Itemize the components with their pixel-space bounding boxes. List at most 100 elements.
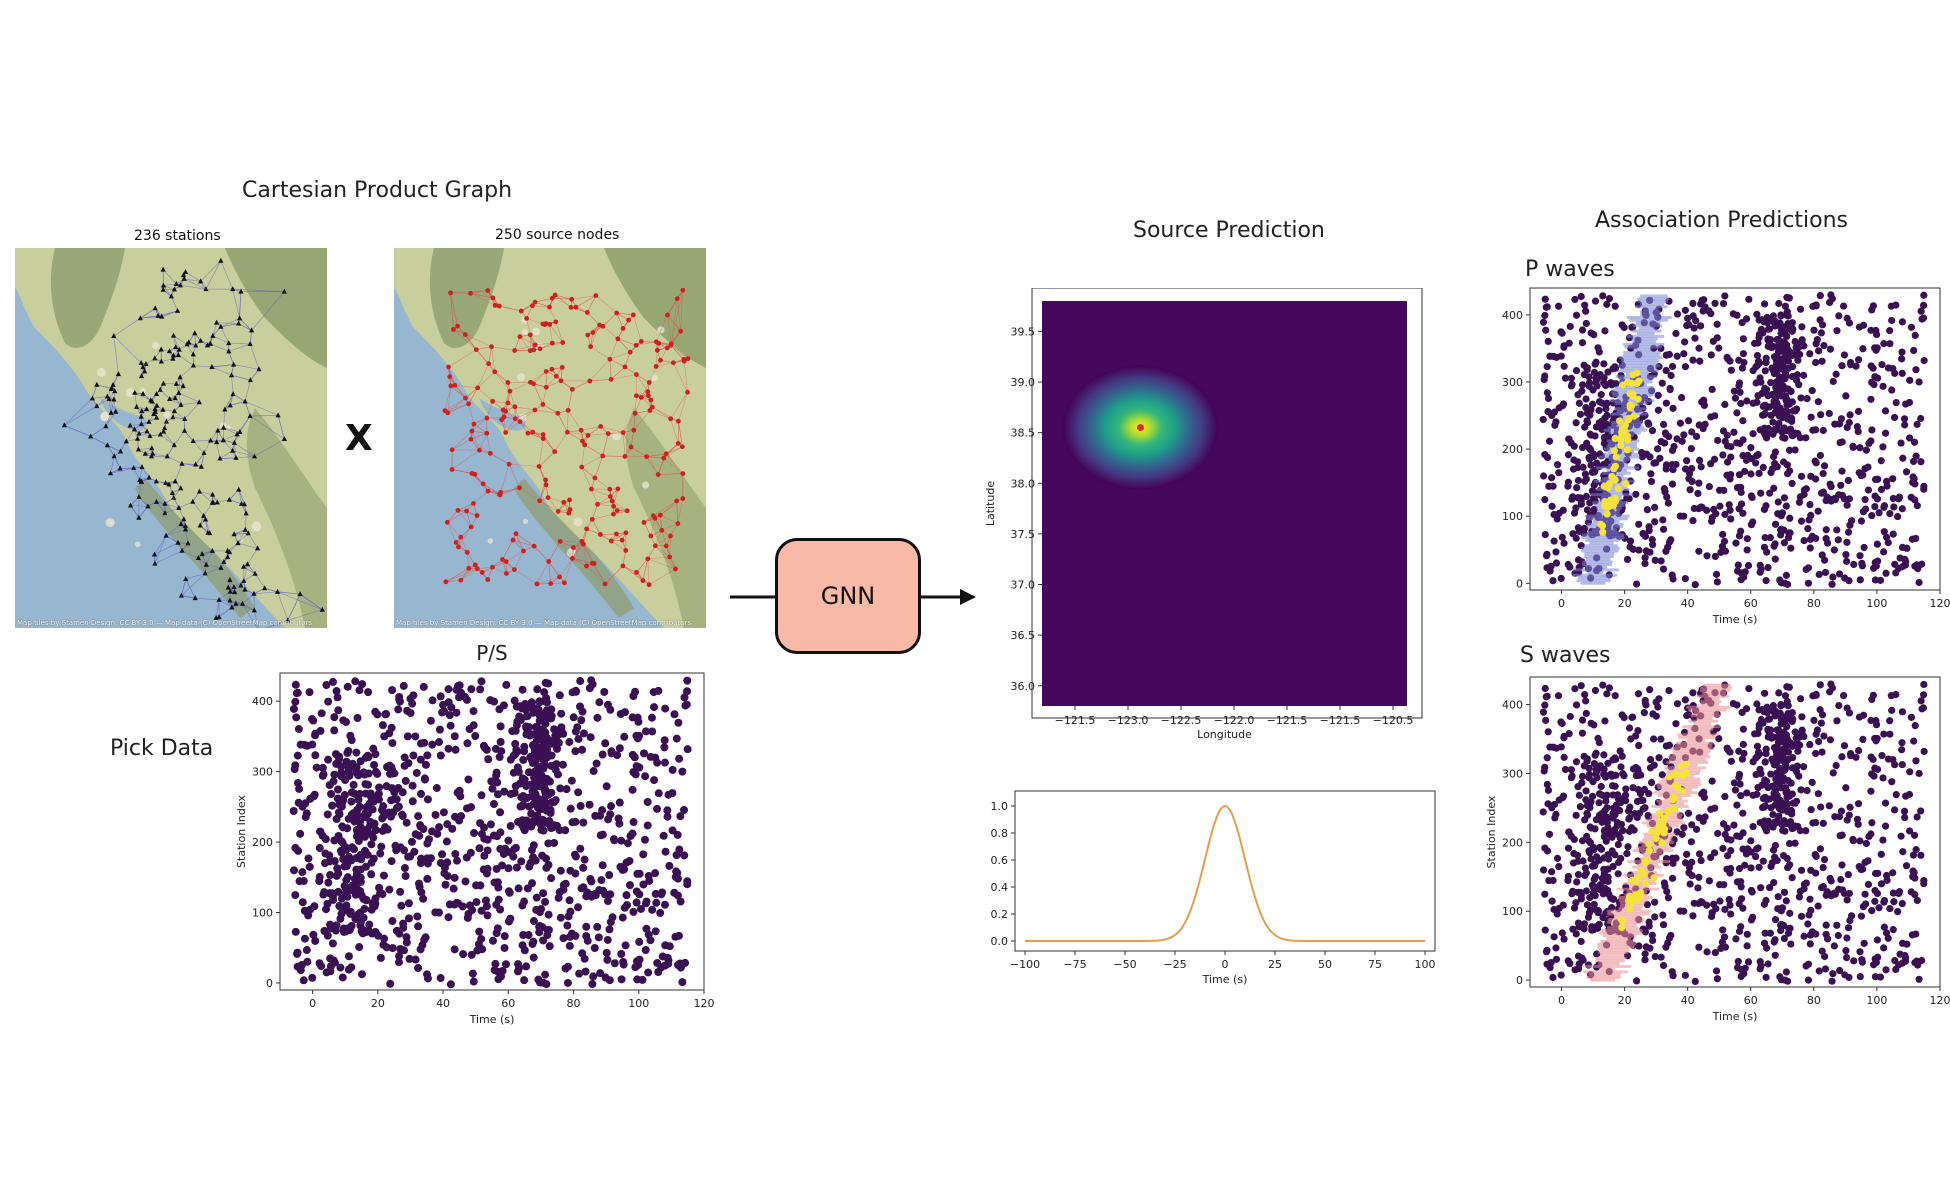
pick-point — [1741, 467, 1749, 475]
pick-point — [505, 888, 514, 897]
pick-point — [680, 851, 689, 860]
pick-point — [1828, 580, 1836, 588]
pick-point — [556, 784, 565, 793]
pick-point — [411, 955, 420, 964]
station-edge — [249, 343, 260, 370]
pick-point — [623, 901, 632, 910]
pick-point — [1641, 554, 1649, 562]
source-edge — [444, 403, 469, 411]
source-edge — [594, 477, 610, 490]
pick-point — [369, 833, 378, 842]
pick-point — [1595, 406, 1603, 415]
source-edge — [587, 312, 600, 326]
source-edge — [552, 297, 572, 300]
pick-point — [414, 879, 423, 888]
pick-point — [449, 884, 458, 893]
station-triangle — [251, 607, 257, 613]
source-edge — [447, 385, 452, 413]
source-edge — [454, 385, 478, 389]
pick-point — [1642, 547, 1650, 555]
station-triangle — [151, 551, 158, 557]
pick-point — [1800, 536, 1808, 545]
pick-point — [303, 957, 312, 966]
source-node — [555, 410, 561, 416]
pick-point — [1555, 509, 1563, 517]
pick-point — [1672, 329, 1680, 338]
station-edge — [105, 412, 112, 427]
pick-point — [674, 718, 683, 727]
source-edge — [581, 466, 592, 490]
station-edge — [216, 442, 221, 459]
source-node — [608, 538, 614, 544]
source-edge — [634, 395, 637, 414]
pick-point — [1773, 335, 1781, 344]
source-edge — [465, 334, 492, 347]
pick-point — [565, 738, 574, 747]
source-node — [560, 340, 566, 345]
pick-point — [1703, 552, 1711, 560]
station-triangle — [182, 522, 188, 528]
station-triangle — [196, 399, 202, 405]
station-edge — [172, 416, 185, 420]
station-triangle — [226, 348, 232, 354]
y-tick-label: 100 — [1502, 905, 1523, 918]
pick-point — [676, 812, 685, 821]
station-triangle — [195, 555, 201, 561]
pick-point — [629, 818, 638, 827]
pick-point — [1808, 532, 1816, 540]
pick-point — [535, 697, 544, 706]
pick-point — [451, 745, 460, 754]
station-triangle — [111, 333, 117, 339]
station-edge — [120, 467, 134, 469]
pick-point — [529, 917, 538, 926]
station-edge — [232, 450, 255, 457]
x-tick-label: 40 — [1681, 994, 1695, 1007]
station-edge — [239, 318, 252, 331]
station-edge — [180, 285, 206, 290]
station-triangle — [140, 364, 146, 370]
pick-point — [1661, 439, 1669, 447]
pick-point — [647, 713, 656, 722]
pick-point — [1654, 391, 1662, 399]
source-edge — [586, 528, 601, 535]
pick-point — [541, 897, 550, 906]
pick-point — [477, 677, 486, 686]
x-axis-label: Longitude — [1197, 728, 1252, 741]
station-triangle — [108, 385, 115, 391]
pick-point — [1826, 345, 1835, 353]
pick-point — [1697, 463, 1705, 471]
pick-point — [683, 676, 692, 685]
station-triangle — [190, 437, 196, 443]
pick-point — [311, 751, 320, 760]
pick-point — [1873, 374, 1882, 382]
pick-point — [1846, 411, 1854, 419]
y-tick-label: 0.0 — [991, 935, 1009, 948]
source-node — [557, 538, 563, 544]
pick-point — [522, 782, 531, 791]
associated-pick — [1622, 480, 1630, 488]
pick-point — [1577, 292, 1585, 301]
pick-point — [1827, 483, 1835, 491]
station-edge — [107, 444, 121, 452]
source-node — [565, 407, 571, 413]
station-edge — [223, 427, 240, 433]
station-triangle — [127, 502, 134, 508]
source-edge — [572, 558, 587, 567]
source-node — [592, 475, 598, 481]
station-edge — [181, 595, 196, 599]
pick-point — [1788, 372, 1796, 381]
pick-point — [1656, 454, 1664, 462]
pick-point — [293, 688, 302, 697]
station-triangle — [178, 521, 184, 527]
source-edge — [646, 453, 667, 458]
pick-point — [1711, 552, 1719, 561]
pick-point — [479, 865, 488, 874]
station-triangle — [149, 398, 155, 404]
station-triangle — [127, 422, 133, 428]
station-edge — [250, 415, 279, 417]
source-node — [463, 395, 468, 401]
pick-point — [544, 860, 553, 869]
pick-point — [1723, 431, 1731, 439]
pick-point — [522, 730, 531, 739]
source-edge — [542, 387, 547, 405]
